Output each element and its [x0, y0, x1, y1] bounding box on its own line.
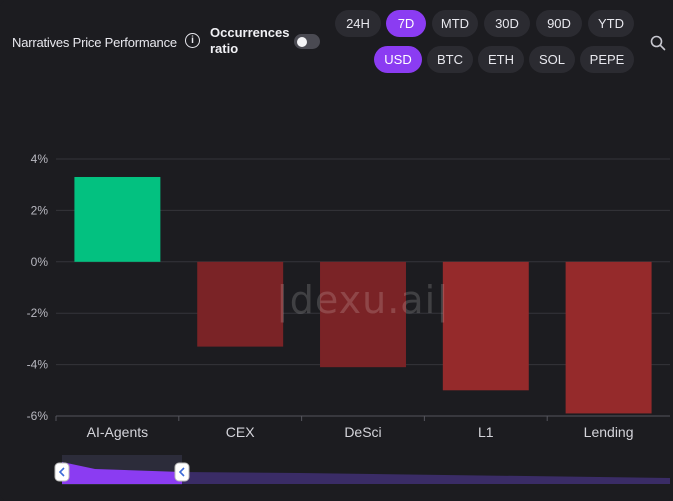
bar-ai-agents: [74, 176, 161, 262]
currency-btc-button[interactable]: BTC: [427, 46, 473, 73]
currency-usd-button[interactable]: USD: [374, 46, 422, 73]
toggle-knob: [297, 36, 307, 47]
timeframe-90d-button[interactable]: 90D: [536, 10, 582, 37]
timeframe-mtd-button[interactable]: MTD: [432, 10, 478, 37]
timeframe-30d-button[interactable]: 30D: [484, 10, 530, 37]
info-icon[interactable]: i: [185, 33, 200, 48]
bar-cex: [197, 261, 284, 347]
x-tick-label: CEX: [226, 424, 255, 440]
navigator-left-handle[interactable]: [54, 462, 70, 482]
x-tick-label: AI-Agents: [87, 424, 148, 440]
y-tick-label: -4%: [27, 358, 49, 372]
occurrences-label-line1: Occurrences: [210, 25, 290, 40]
x-tick-label: L1: [478, 424, 494, 440]
search-icon[interactable]: [650, 35, 666, 51]
y-tick-label: -2%: [27, 306, 49, 320]
y-tick-label: 4%: [31, 152, 49, 166]
occurrences-ratio-label: Occurrences ratio: [210, 25, 290, 57]
timeframe-ytd-button[interactable]: YTD: [588, 10, 634, 37]
y-tick-label: 0%: [31, 255, 49, 269]
currency-pepe-button[interactable]: PEPE: [580, 46, 634, 73]
navigator-series-selected: [62, 462, 182, 484]
bar-l1: [442, 261, 529, 391]
currency-eth-button[interactable]: ETH: [478, 46, 524, 73]
bar-lending: [565, 261, 652, 414]
occurrences-label-line2: ratio: [210, 41, 239, 56]
occurrences-ratio-toggle[interactable]: [294, 34, 320, 49]
currency-sol-button[interactable]: SOL: [529, 46, 575, 73]
navigator-series: [182, 472, 670, 484]
timeframe-24h-button[interactable]: 24H: [335, 10, 381, 37]
bar-desci: [320, 261, 406, 368]
chevron-left-icon: [178, 467, 185, 477]
y-tick-label: -6%: [27, 409, 49, 423]
panel-title: Narratives Price Performance: [12, 35, 177, 50]
timeframe-7d-button[interactable]: 7D: [386, 10, 426, 37]
chevron-left-icon: [58, 467, 65, 477]
y-tick-label: 2%: [31, 203, 49, 217]
navigator-right-handle[interactable]: [174, 462, 190, 482]
x-tick-label: DeSci: [344, 424, 381, 440]
x-tick-label: Lending: [584, 424, 634, 440]
dexu-watermark: |dexu.ai|: [276, 278, 450, 322]
